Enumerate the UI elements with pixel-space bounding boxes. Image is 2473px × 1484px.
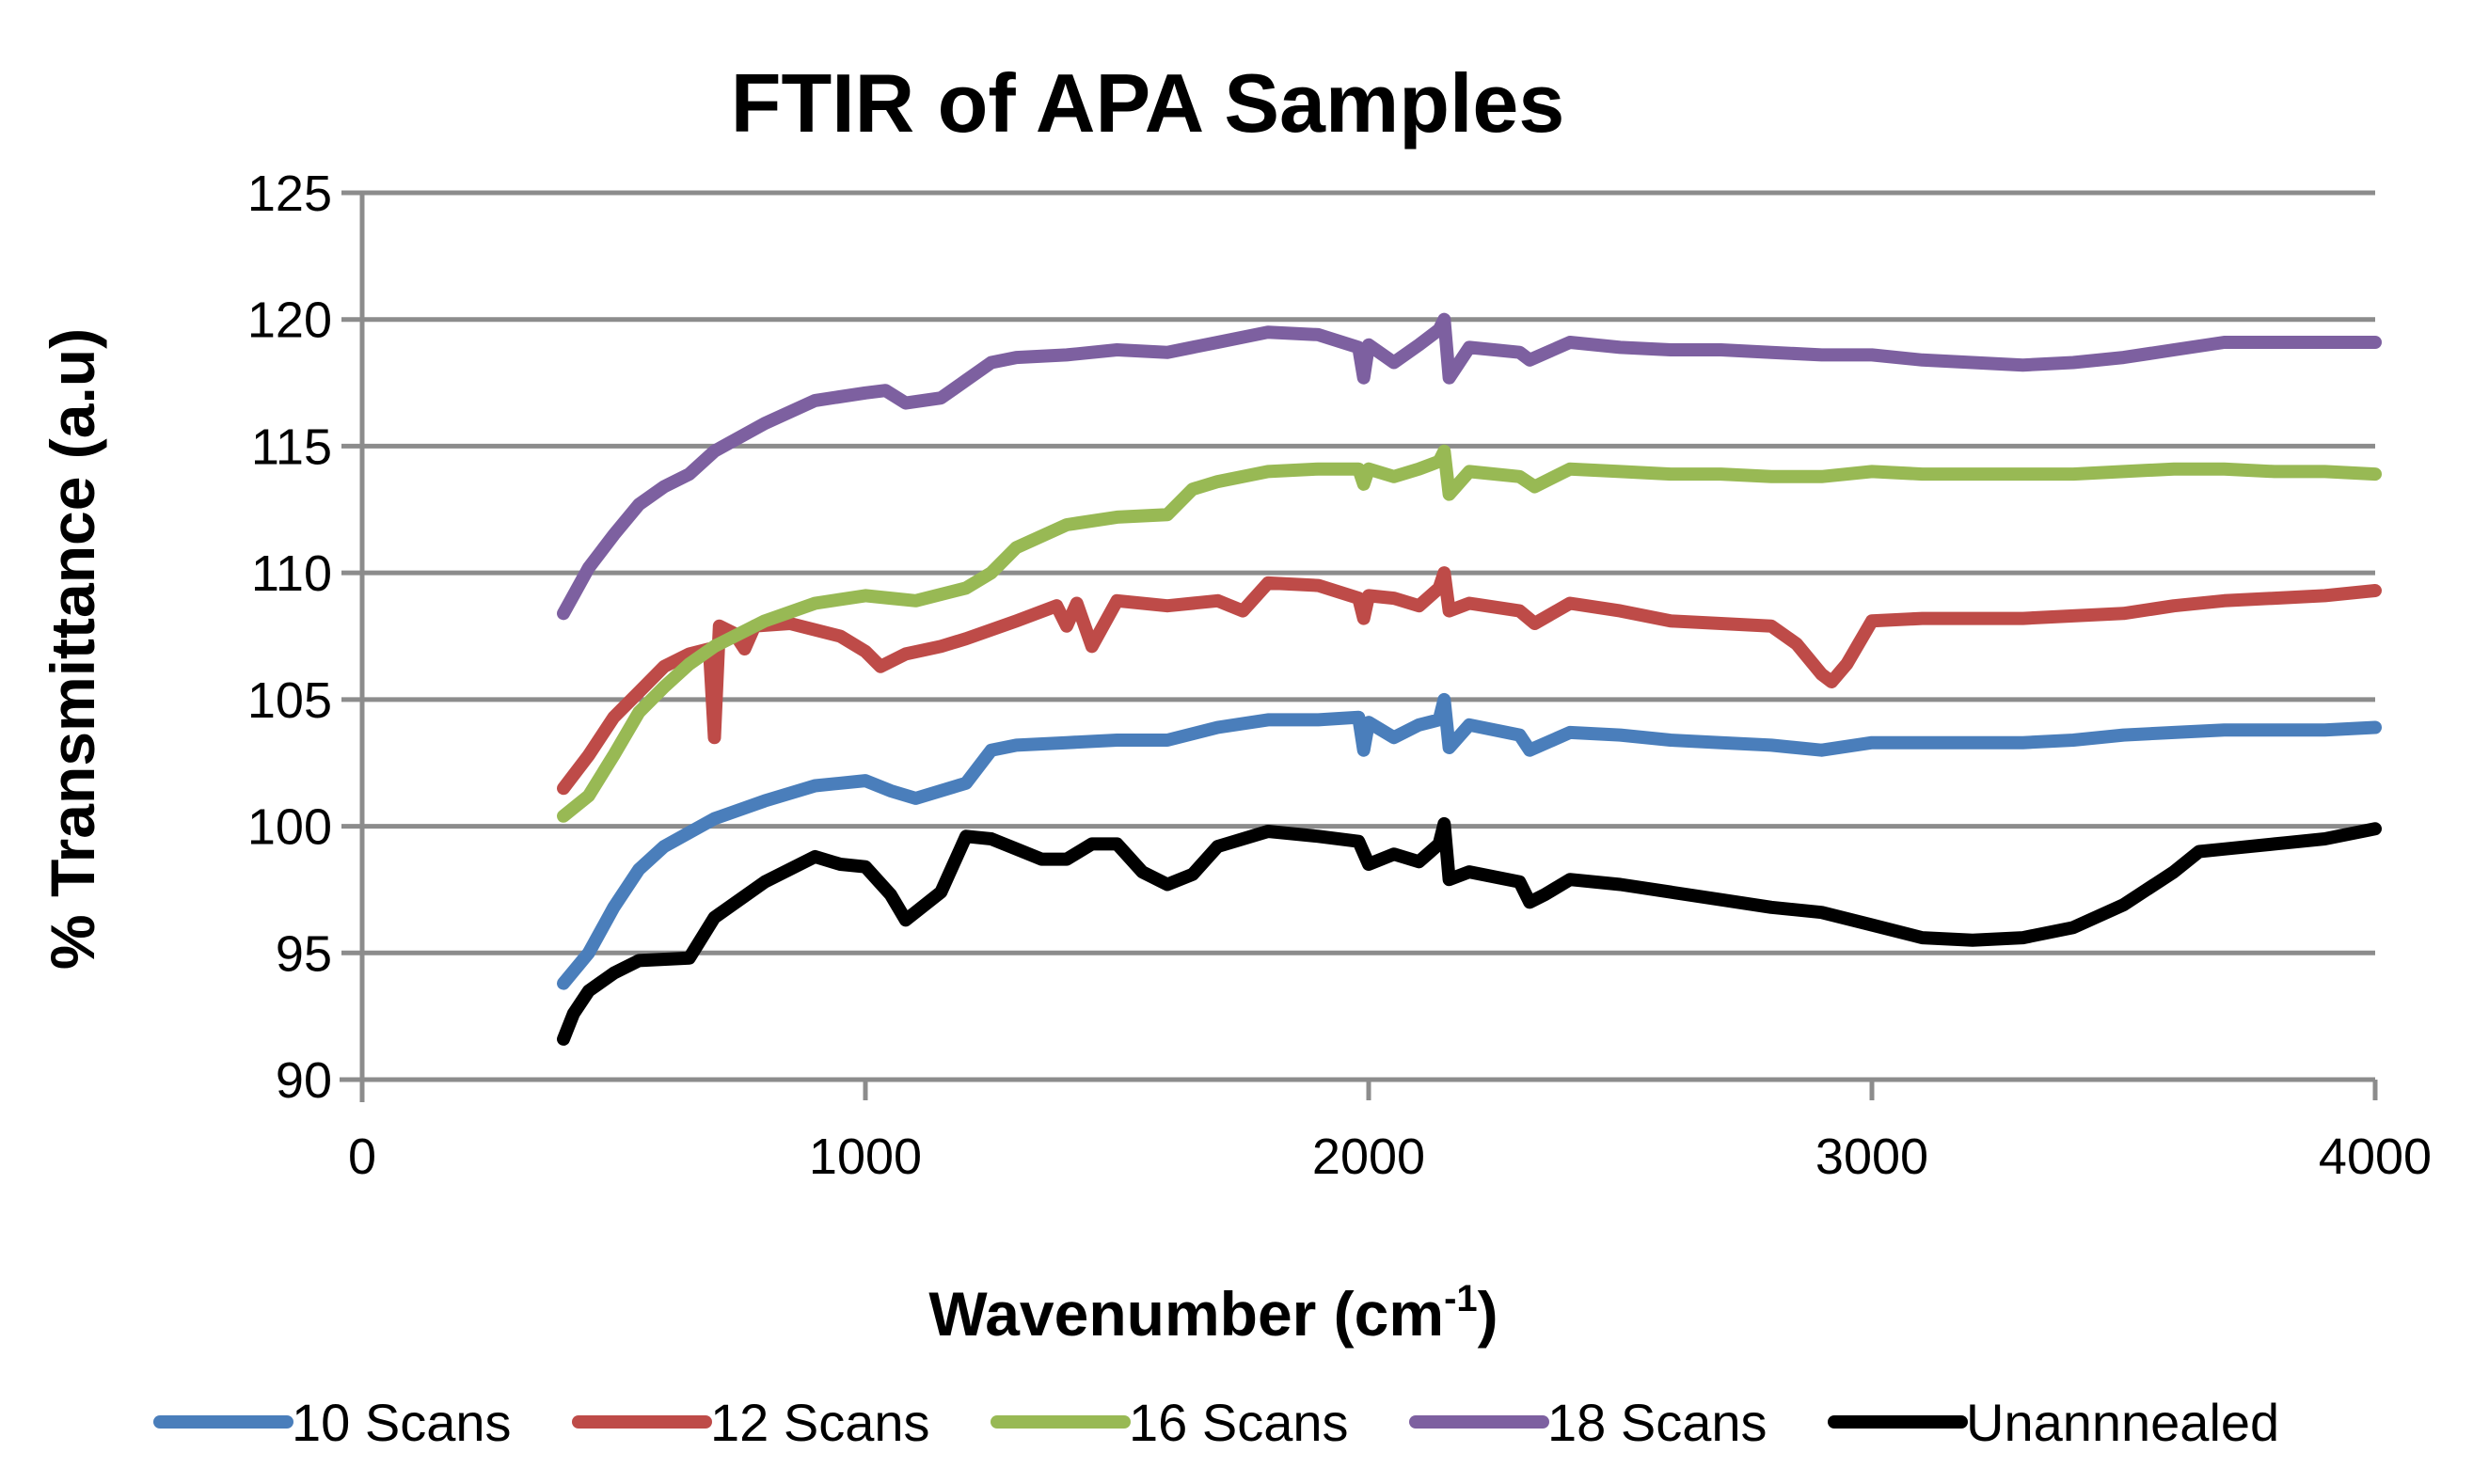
axes [340, 190, 2378, 1102]
legend-label: 10 Scans [292, 1393, 512, 1452]
legend: 10 Scans 12 Scans 16 Scans 18 Scans Unannnea… [153, 1393, 2279, 1452]
y-tick-label: 125 [247, 166, 332, 222]
series-line-unannnealed [557, 816, 2382, 1046]
legend-label: 16 Scans [1129, 1393, 1349, 1452]
series-line-10-scans [557, 692, 2382, 990]
y-tick-label: 115 [251, 418, 332, 475]
legend-label: 18 Scans [1547, 1393, 1768, 1452]
y-tick-label: 120 [247, 292, 332, 349]
y-tick-label: 95 [276, 925, 332, 982]
x-tick-label: 3000 [1815, 1129, 1928, 1185]
x-tick-label: 4000 [2319, 1129, 2432, 1185]
series-line-18-scans [557, 312, 2382, 621]
y-tick-label: 105 [247, 672, 332, 729]
legend-label: Unannnealed [1966, 1393, 2279, 1452]
x-tick-labels: 0 1000 2000 3000 4000 [348, 1129, 2432, 1185]
series-lines [557, 312, 2382, 1046]
y-axis-title: % Transmittance (a.u) [38, 328, 107, 970]
x-tick-label: 1000 [809, 1129, 922, 1185]
x-tick-label: 2000 [1312, 1129, 1425, 1185]
y-tick-label: 100 [247, 799, 332, 856]
chart-title: FTIR of APA Samples [731, 56, 1565, 150]
series-line-12-scans [557, 566, 2382, 796]
gridlines [362, 190, 2375, 955]
x-tick-label: 0 [348, 1129, 376, 1185]
series-line-16-scans [557, 444, 2382, 823]
y-tick-labels: 90 95 100 105 110 115 120 125 [247, 166, 332, 1109]
x-axis-title: Wavenumber (cm-1) [928, 1278, 1498, 1349]
legend-label: 12 Scans [710, 1393, 930, 1452]
y-tick-label: 110 [251, 545, 332, 602]
y-tick-label: 90 [276, 1052, 332, 1109]
